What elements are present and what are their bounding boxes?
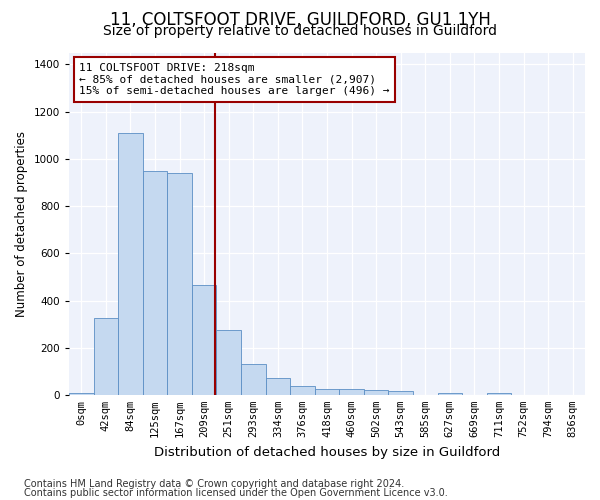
Bar [487, 393, 511, 395]
Text: Size of property relative to detached houses in Guildford: Size of property relative to detached ho… [103, 24, 497, 38]
Bar [167, 173, 192, 395]
Bar [143, 170, 167, 395]
Bar [364, 390, 388, 395]
Text: Contains public sector information licensed under the Open Government Licence v3: Contains public sector information licen… [24, 488, 448, 498]
Text: 11 COLTSFOOT DRIVE: 218sqm
← 85% of detached houses are smaller (2,907)
15% of s: 11 COLTSFOOT DRIVE: 218sqm ← 85% of deta… [79, 63, 390, 96]
Bar [118, 133, 143, 395]
Bar [192, 285, 217, 395]
X-axis label: Distribution of detached houses by size in Guildford: Distribution of detached houses by size … [154, 446, 500, 458]
Bar [388, 392, 413, 395]
Bar [266, 378, 290, 395]
Text: Contains HM Land Registry data © Crown copyright and database right 2024.: Contains HM Land Registry data © Crown c… [24, 479, 404, 489]
Bar [94, 318, 118, 395]
Bar [339, 389, 364, 395]
Bar [217, 330, 241, 395]
Bar [241, 364, 266, 395]
Bar [437, 393, 462, 395]
Y-axis label: Number of detached properties: Number of detached properties [15, 130, 28, 317]
Bar [290, 386, 315, 395]
Bar [315, 389, 339, 395]
Text: 11, COLTSFOOT DRIVE, GUILDFORD, GU1 1YH: 11, COLTSFOOT DRIVE, GUILDFORD, GU1 1YH [110, 11, 490, 29]
Bar [69, 392, 94, 395]
